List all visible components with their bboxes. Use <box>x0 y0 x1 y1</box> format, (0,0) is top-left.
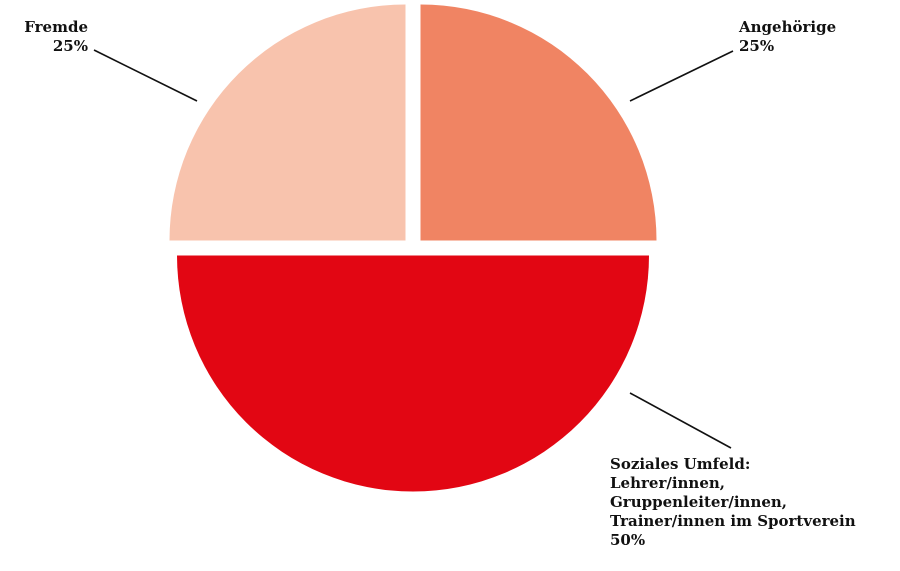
slice-value-fremde: 25% <box>52 37 88 55</box>
slice-name-sozial-line-2: Lehrer/innen, <box>610 474 726 492</box>
slice-value-sozial: 50% <box>610 531 646 549</box>
slice-name-angehoerige: Angehörige <box>739 18 837 36</box>
slice-name-sozial-line-1: Soziales Umfeld: <box>610 455 751 473</box>
slice-label-angehoerige: Angehörige 25% <box>739 18 836 56</box>
slice-name-sozial-line-3: Gruppenleiter/innen, <box>610 493 788 511</box>
slice-label-fremde: Fremde 25% <box>12 18 88 56</box>
pie-slice-fremde <box>169 4 406 241</box>
leader-line-angehoerige <box>629 50 734 102</box>
leader-lines <box>93 49 734 449</box>
pie-slices <box>169 4 657 492</box>
slice-name-sozial-line-4: Trainer/innen im Sportverein <box>610 512 856 530</box>
leader-line-fremde <box>93 49 198 102</box>
slice-label-sozial: Soziales Umfeld: Lehrer/innen, Gruppenle… <box>610 455 856 550</box>
slice-value-angehoerige: 25% <box>739 37 775 55</box>
pie-slice-sozial <box>177 255 649 492</box>
pie-slice-angehoerige <box>420 4 657 241</box>
slice-name-fremde: Fremde <box>24 18 88 36</box>
leader-line-sozial <box>629 392 732 449</box>
